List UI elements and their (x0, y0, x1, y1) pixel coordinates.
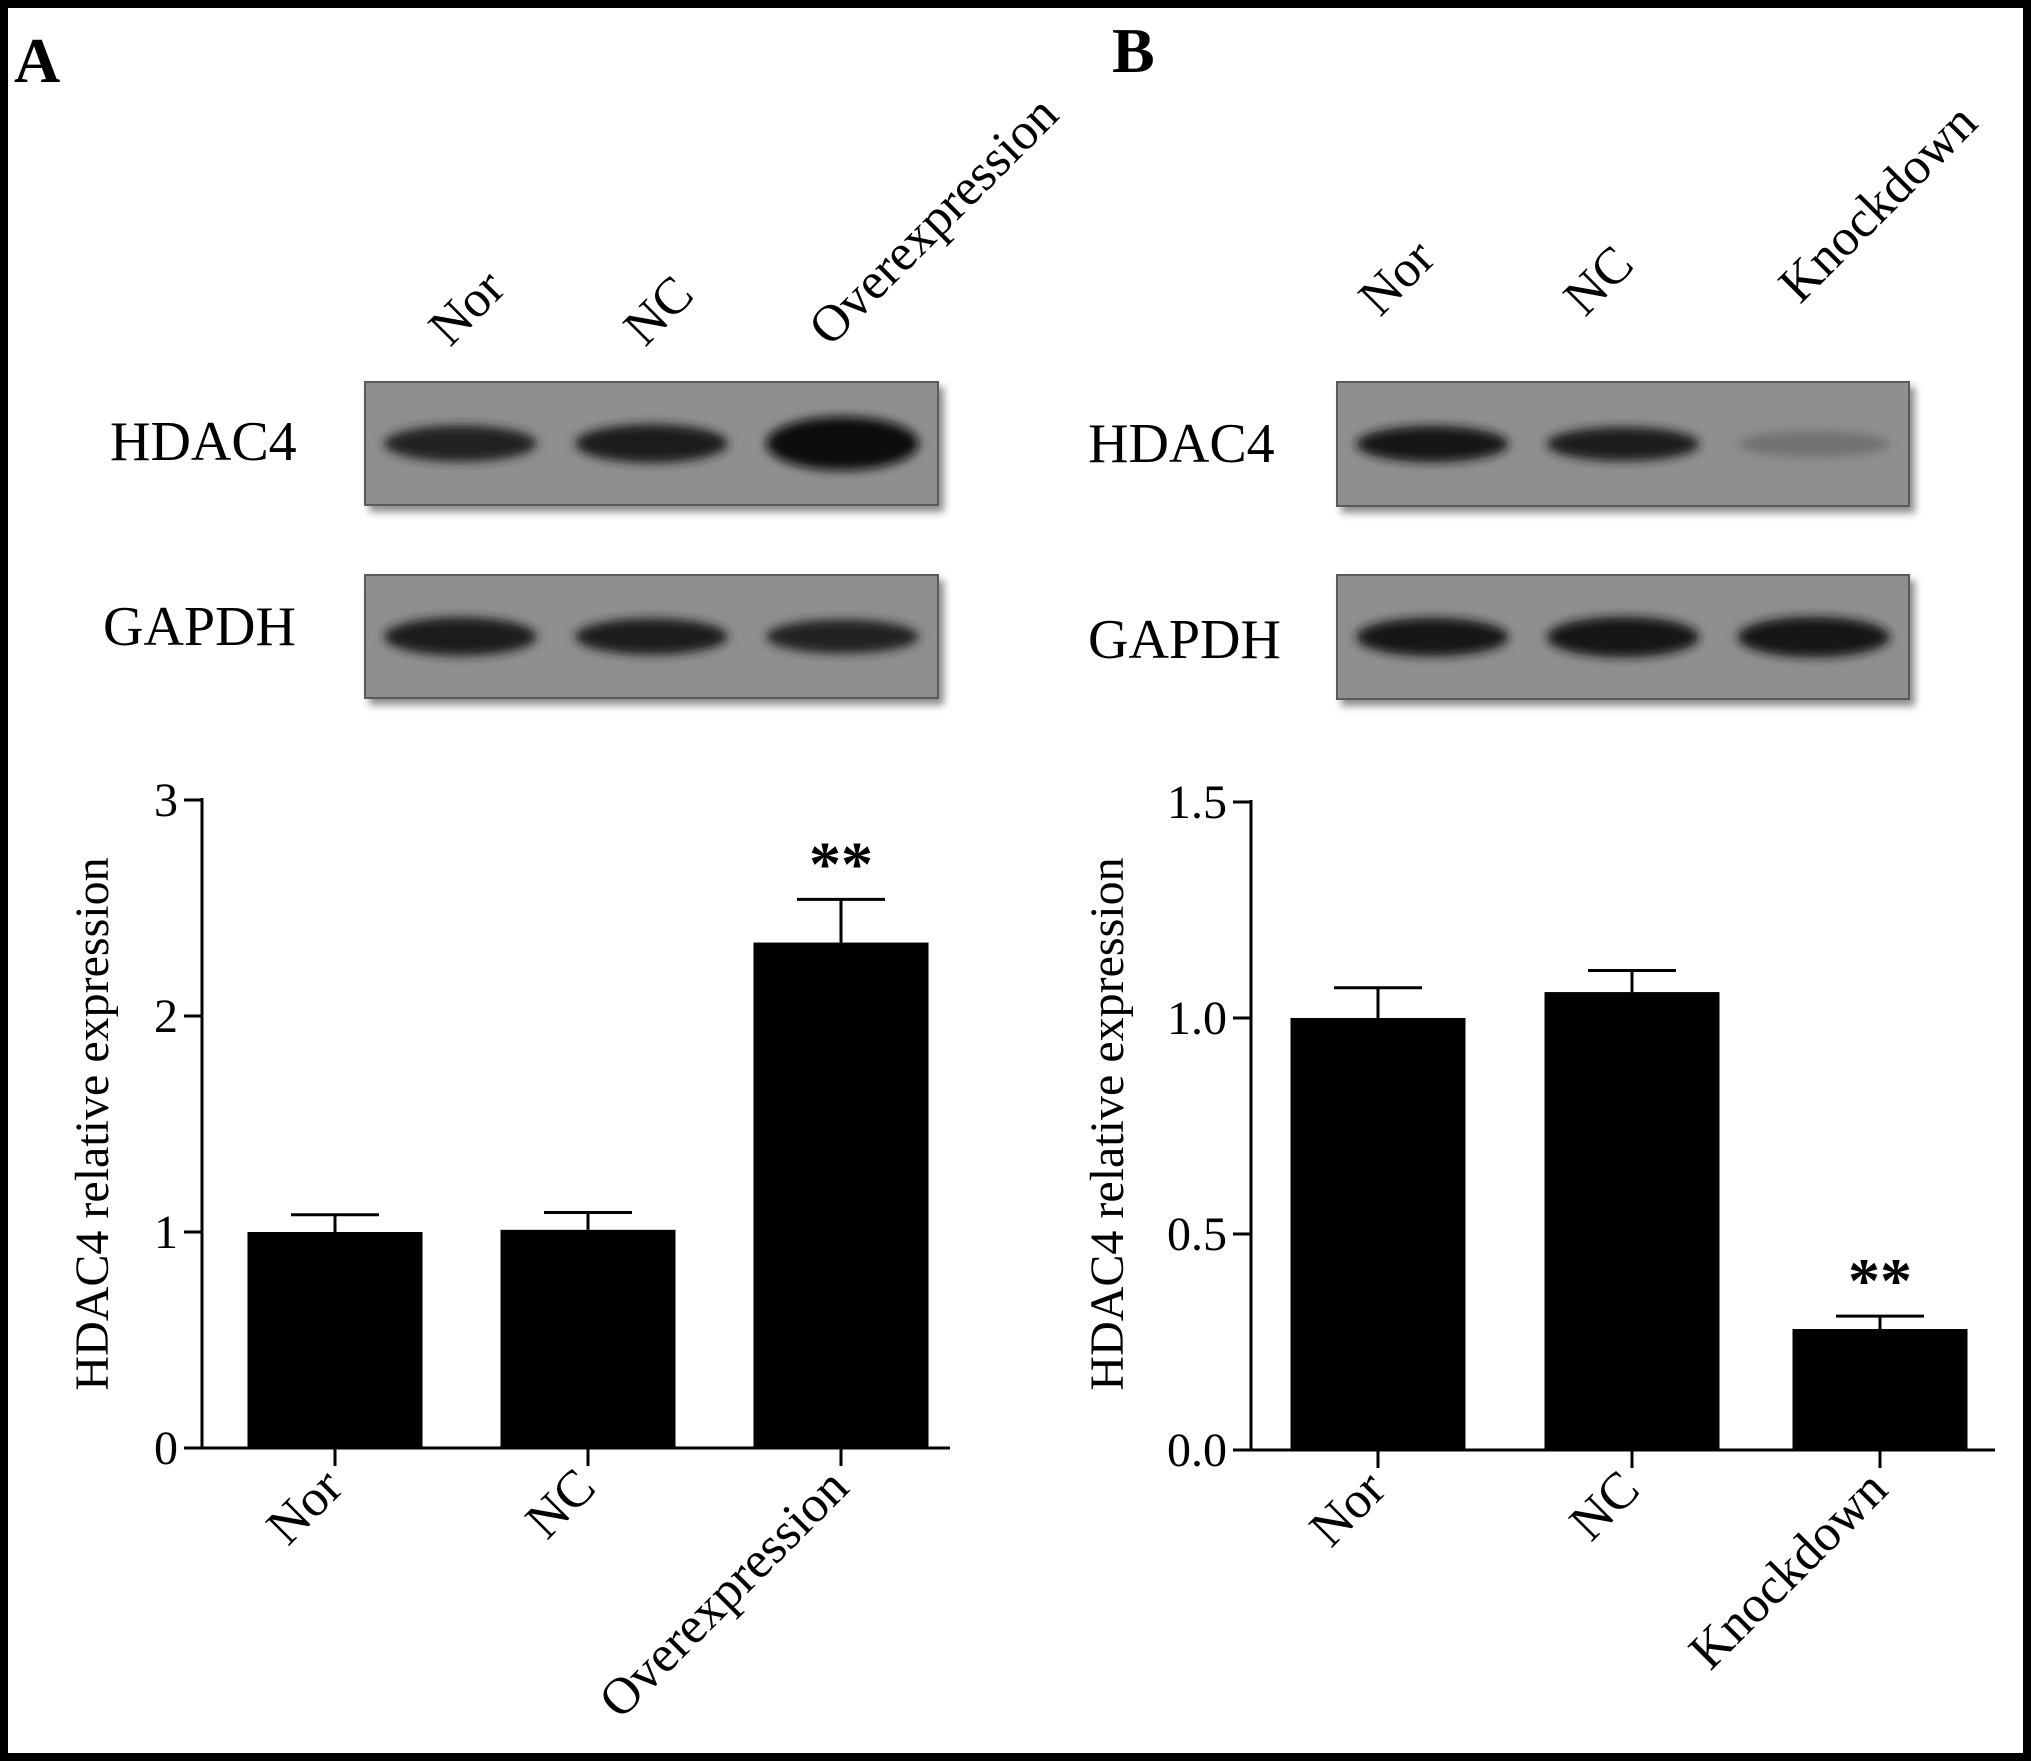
blot-row-label: GAPDH (103, 596, 296, 658)
blot-row-label: HDAC4 (1088, 413, 1275, 475)
blot-band (384, 617, 537, 656)
bar (500, 1229, 676, 1448)
blot-strip-gapdh (364, 574, 939, 699)
y-axis-title: HDAC4 relative expression (66, 857, 119, 1390)
y-tick-label: 2 (154, 990, 178, 1043)
significance-label: ** (1848, 1245, 1912, 1316)
blot-band (1737, 431, 1890, 457)
blot-strip-hdac4 (364, 381, 939, 506)
bar (1792, 1329, 1968, 1450)
y-tick-label: 0.0 (1167, 1424, 1227, 1477)
bar (1544, 992, 1720, 1450)
y-tick-label: 0.5 (1167, 1208, 1227, 1261)
blot-band (1356, 425, 1509, 463)
blot-band (575, 424, 728, 463)
blot-band (1546, 616, 1700, 658)
significance-label: ** (809, 828, 873, 899)
panel-letter-b: B (1112, 15, 1155, 86)
blot-band (766, 619, 919, 654)
blot-strip-hdac4 (1336, 381, 1910, 507)
blot-band (766, 416, 919, 471)
y-tick-label: 0 (154, 1422, 178, 1475)
panel-letter-a: A (14, 25, 60, 96)
bar (1290, 1018, 1466, 1450)
blot-band (384, 425, 537, 462)
y-tick-label: 1.0 (1167, 992, 1227, 1045)
blot-band (1356, 617, 1509, 657)
blot-strip-gapdh (1336, 574, 1910, 700)
y-tick-label: 3 (154, 774, 178, 827)
blot-row-label: GAPDH (1088, 609, 1281, 671)
bar (247, 1232, 423, 1448)
blot-band (1737, 616, 1890, 658)
blot-band (575, 618, 728, 655)
y-axis-title: HDAC4 relative expression (1081, 857, 1134, 1390)
blot-band (1546, 427, 1700, 461)
blot-row-label: HDAC4 (110, 411, 297, 473)
y-tick-label: 1 (154, 1206, 178, 1259)
y-tick-label: 1.5 (1167, 776, 1227, 829)
bar (753, 942, 929, 1448)
